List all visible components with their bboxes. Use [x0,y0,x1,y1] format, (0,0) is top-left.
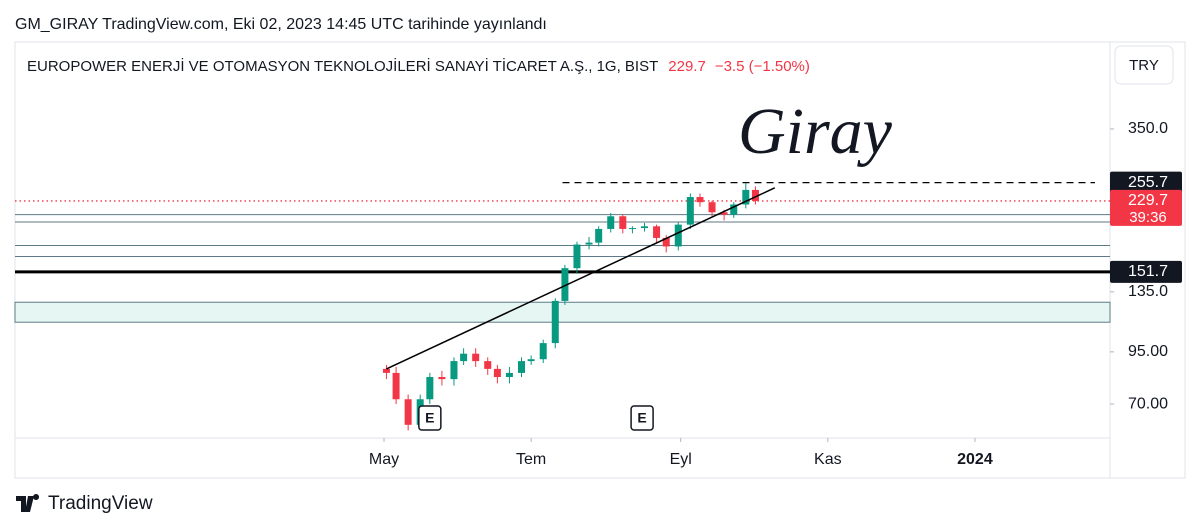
x-tick-label: 2024 [957,451,993,468]
price-label-box [1110,189,1182,226]
chart-frame [14,41,1186,479]
price-label: 229.7 [1128,192,1168,209]
candle-body [450,361,458,380]
candle-body [607,216,615,229]
y-tick-label: 95.00 [1128,343,1168,360]
event-label: E [425,410,434,426]
x-tick-label: Eyl [670,451,692,468]
candle-body [662,237,670,247]
candle-body [628,228,636,230]
candle-body [460,353,468,362]
candle-body [551,300,559,344]
candle-body [585,242,593,245]
price-label: 151.7 [1128,263,1168,280]
price: 229.7 [668,58,706,75]
event-marker [418,405,442,431]
candle-body [539,343,547,360]
x-tick-label: May [369,451,399,468]
currency[interactable]: TRY [1129,57,1159,74]
candle-body [493,368,501,378]
candle-body [653,226,661,238]
price-label: 255.7 [1128,174,1168,191]
candle-body [382,368,390,373]
candle-body [641,226,649,229]
candle-body [573,244,581,269]
candle-body [730,204,738,215]
candle-body [561,268,569,301]
trend-line [386,187,776,370]
price-label-box [1110,171,1182,194]
currency-button[interactable] [1114,45,1174,85]
signature: Giray [738,95,893,168]
x-tick-label: Tem [516,451,546,468]
candle-body [517,361,525,373]
plot: 350.0 135.0 95.00 70.00 May Tem Eyl Kas 2024 E E Gi… [14,95,1182,468]
candle-body [505,372,513,378]
candle-body [484,361,492,369]
candle-body [686,197,694,225]
event-marker [630,405,654,431]
symbol-line: EUROPOWER ENERJİ VE OTOMASYON TEKNOLOJİL… [27,57,810,75]
candle-body [619,216,627,229]
change: −3.5 (−1.50%) [715,58,810,75]
candle-body [527,359,535,362]
candle-body [696,197,704,203]
candle-body [404,399,412,425]
y-tick-label: 70.00 [1128,395,1168,412]
y-tick-label: 135.0 [1128,283,1168,300]
candle-body [595,228,603,243]
candle-body [392,372,400,400]
candle-body [438,377,446,380]
logo [16,494,40,512]
candle-body [742,189,750,205]
candle-body [426,377,434,400]
candle-body [472,353,480,362]
candle-body [751,189,759,201]
candle-body [720,212,728,215]
candle-body [674,224,682,247]
event-label: E [637,410,646,426]
x-tick-label: Kas [814,451,842,468]
price-label-box [1110,260,1182,283]
countdown: 39:36 [1129,209,1167,226]
symbol: EUROPOWER ENERJİ VE OTOMASYON TEKNOLOJİL… [27,57,658,75]
candle-body [708,202,716,213]
y-tick-label: 350.0 [1128,120,1168,137]
publisher: GM_GIRAY TradingView.com, Eki 02, 2023 1… [15,16,547,33]
zone [14,301,1111,323]
brand: TradingView [48,493,153,514]
